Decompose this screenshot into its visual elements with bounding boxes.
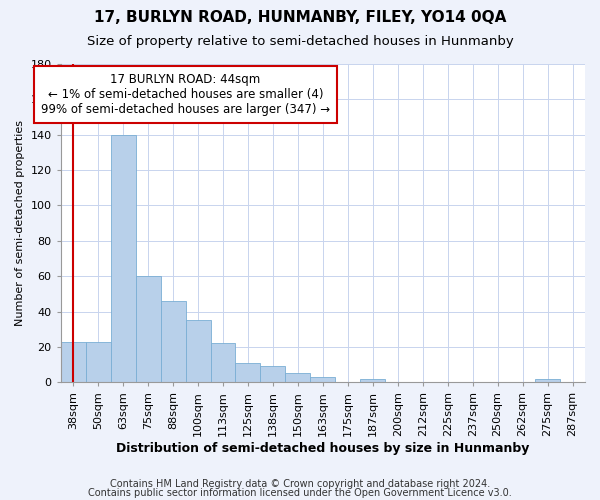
Bar: [136, 276, 161, 382]
X-axis label: Distribution of semi-detached houses by size in Hunmanby: Distribution of semi-detached houses by …: [116, 442, 530, 455]
Bar: [260, 366, 286, 382]
Bar: [110, 134, 136, 382]
Bar: [86, 342, 110, 382]
Bar: [286, 374, 310, 382]
Text: Size of property relative to semi-detached houses in Hunmanby: Size of property relative to semi-detach…: [86, 35, 514, 48]
Text: 17, BURLYN ROAD, HUNMANBY, FILEY, YO14 0QA: 17, BURLYN ROAD, HUNMANBY, FILEY, YO14 0…: [94, 10, 506, 25]
Bar: [211, 344, 235, 382]
Bar: [185, 320, 211, 382]
Text: 17 BURLYN ROAD: 44sqm
← 1% of semi-detached houses are smaller (4)
99% of semi-d: 17 BURLYN ROAD: 44sqm ← 1% of semi-detac…: [41, 73, 330, 116]
Text: Contains public sector information licensed under the Open Government Licence v3: Contains public sector information licen…: [88, 488, 512, 498]
Y-axis label: Number of semi-detached properties: Number of semi-detached properties: [15, 120, 25, 326]
Bar: [535, 379, 560, 382]
Text: Contains HM Land Registry data © Crown copyright and database right 2024.: Contains HM Land Registry data © Crown c…: [110, 479, 490, 489]
Bar: [310, 377, 335, 382]
Bar: [161, 301, 185, 382]
Bar: [235, 363, 260, 382]
Bar: [361, 379, 385, 382]
Bar: [61, 342, 86, 382]
